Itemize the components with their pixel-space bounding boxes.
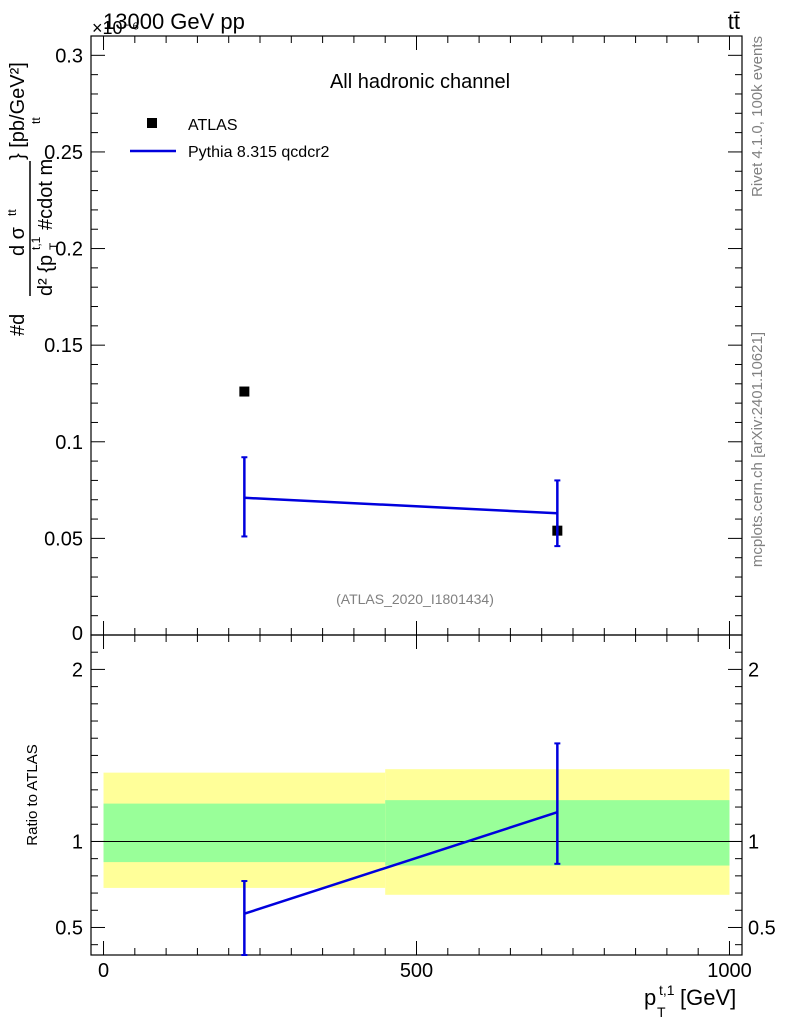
main-ytick-label: 0.3 bbox=[55, 45, 83, 67]
ylabel-denominator-sup: t,1 bbox=[29, 236, 43, 250]
exponent-label: ×10⁻⁶ bbox=[92, 18, 139, 38]
ylabel-unit: } [pb/GeV²] bbox=[7, 62, 29, 160]
ratio-xtick-label: 500 bbox=[400, 960, 433, 982]
ylabel-denominator: d² {p bbox=[35, 255, 57, 296]
rivet-label: Rivet 4.1.0, 100k events bbox=[749, 36, 766, 197]
ratio-ytick-label-right: 0.5 bbox=[748, 917, 776, 939]
ylabel-denominator-rest: #cdot m bbox=[35, 159, 57, 230]
main-ylabel-unit: } [pb/GeV²] bbox=[7, 62, 29, 160]
ratio-ytick-label-left: 0.5 bbox=[55, 917, 83, 939]
ratio-ylabel: Ratio to ATLAS bbox=[24, 744, 41, 845]
ratio-ytick-label-right: 2 bbox=[748, 659, 759, 681]
atlas-point-0 bbox=[239, 386, 250, 397]
ylabel-numerator-sup: tt bbox=[5, 209, 19, 216]
ylabel-denominator-rest-sup: tt bbox=[29, 117, 43, 124]
ratio-panel: 0 500 1000 0.5 0.5 1 1 2 2 bbox=[55, 634, 776, 982]
legend-pythia-label: Pythia 8.315 qcdcr2 bbox=[188, 144, 330, 161]
main-ylabel-fraction: d σ tt d² {p T t,1 #cdot m tt bbox=[5, 117, 61, 296]
main-ylabel: #d bbox=[7, 314, 29, 336]
process-label: tt̄ bbox=[728, 9, 740, 34]
analysis-watermark: (ATLAS_2020_I1801434) bbox=[336, 591, 494, 607]
ratio-xtick-label: 1000 bbox=[707, 960, 752, 982]
ratio-ytick-label-right: 1 bbox=[748, 831, 759, 853]
xlabel-p: p bbox=[644, 985, 656, 1010]
xlabel-unit: [GeV] bbox=[680, 985, 736, 1010]
pythia-line bbox=[244, 496, 558, 515]
xlabel: p T t,1 [GeV] bbox=[644, 982, 736, 1020]
legend-atlas-marker bbox=[147, 118, 157, 128]
ylabel-prefix: #d bbox=[7, 314, 29, 336]
xlabel-sup: t,1 bbox=[659, 982, 675, 998]
main-ytick-label: 0.05 bbox=[44, 528, 83, 550]
ratio-xtick-label: 0 bbox=[98, 960, 109, 982]
ratio-ytick-label-left: 2 bbox=[72, 659, 83, 681]
xlabel-sub: T bbox=[657, 1004, 666, 1020]
legend-atlas-label: ATLAS bbox=[188, 117, 238, 134]
ratio-pythia-line bbox=[243, 811, 558, 915]
main-ytick-label: 0.2 bbox=[55, 239, 83, 261]
mcplots-label: mcplots.cern.ch [arXiv:2401.10621] bbox=[749, 332, 766, 567]
main-ytick-label: 0.1 bbox=[55, 432, 83, 454]
ratio-band-inner-0 bbox=[103, 803, 386, 863]
energy-label: 13000 GeV pp bbox=[103, 9, 245, 34]
ylabel-numerator: d σ bbox=[7, 226, 29, 256]
main-ytick-label: 0.25 bbox=[44, 142, 83, 164]
main-ytick-label-zero: 0 bbox=[72, 623, 83, 645]
ratio-ytick-label-left: 1 bbox=[72, 831, 83, 853]
chart-title: All hadronic channel bbox=[330, 71, 510, 93]
main-ytick-label: 0.15 bbox=[44, 335, 83, 357]
ylabel-denominator-sub: T bbox=[47, 242, 61, 250]
